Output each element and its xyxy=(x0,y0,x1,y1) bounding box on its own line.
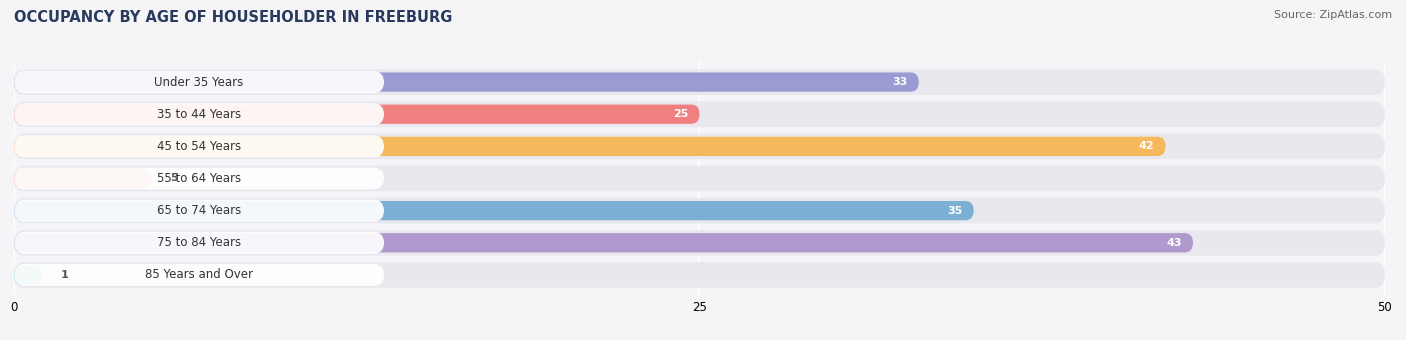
Text: 33: 33 xyxy=(893,77,908,87)
FancyBboxPatch shape xyxy=(14,72,920,92)
Text: 42: 42 xyxy=(1139,141,1154,151)
FancyBboxPatch shape xyxy=(14,168,384,189)
Text: 75 to 84 Years: 75 to 84 Years xyxy=(157,236,242,249)
FancyBboxPatch shape xyxy=(14,69,1385,95)
Text: 5: 5 xyxy=(170,173,179,184)
FancyBboxPatch shape xyxy=(14,134,1385,159)
Text: 55 to 64 Years: 55 to 64 Years xyxy=(157,172,242,185)
FancyBboxPatch shape xyxy=(14,137,1166,156)
Text: Under 35 Years: Under 35 Years xyxy=(155,75,243,89)
Text: 65 to 74 Years: 65 to 74 Years xyxy=(157,204,242,217)
Text: 1: 1 xyxy=(60,270,69,280)
FancyBboxPatch shape xyxy=(14,230,1385,256)
Text: 43: 43 xyxy=(1167,238,1182,248)
FancyBboxPatch shape xyxy=(14,200,384,222)
FancyBboxPatch shape xyxy=(14,265,42,285)
FancyBboxPatch shape xyxy=(14,232,384,254)
Text: 85 Years and Over: 85 Years and Over xyxy=(145,268,253,282)
Text: OCCUPANCY BY AGE OF HOUSEHOLDER IN FREEBURG: OCCUPANCY BY AGE OF HOUSEHOLDER IN FREEB… xyxy=(14,10,453,25)
FancyBboxPatch shape xyxy=(14,169,152,188)
FancyBboxPatch shape xyxy=(14,262,1385,288)
FancyBboxPatch shape xyxy=(14,135,384,157)
FancyBboxPatch shape xyxy=(14,198,1385,223)
FancyBboxPatch shape xyxy=(14,264,384,286)
FancyBboxPatch shape xyxy=(14,71,384,93)
FancyBboxPatch shape xyxy=(14,201,973,220)
FancyBboxPatch shape xyxy=(14,103,384,125)
FancyBboxPatch shape xyxy=(14,233,1192,252)
Text: 35 to 44 Years: 35 to 44 Years xyxy=(157,108,242,121)
FancyBboxPatch shape xyxy=(14,101,1385,127)
FancyBboxPatch shape xyxy=(14,105,700,124)
Text: Source: ZipAtlas.com: Source: ZipAtlas.com xyxy=(1274,10,1392,20)
FancyBboxPatch shape xyxy=(14,166,1385,191)
Text: 35: 35 xyxy=(948,206,963,216)
Text: 45 to 54 Years: 45 to 54 Years xyxy=(157,140,242,153)
Text: 25: 25 xyxy=(673,109,689,119)
